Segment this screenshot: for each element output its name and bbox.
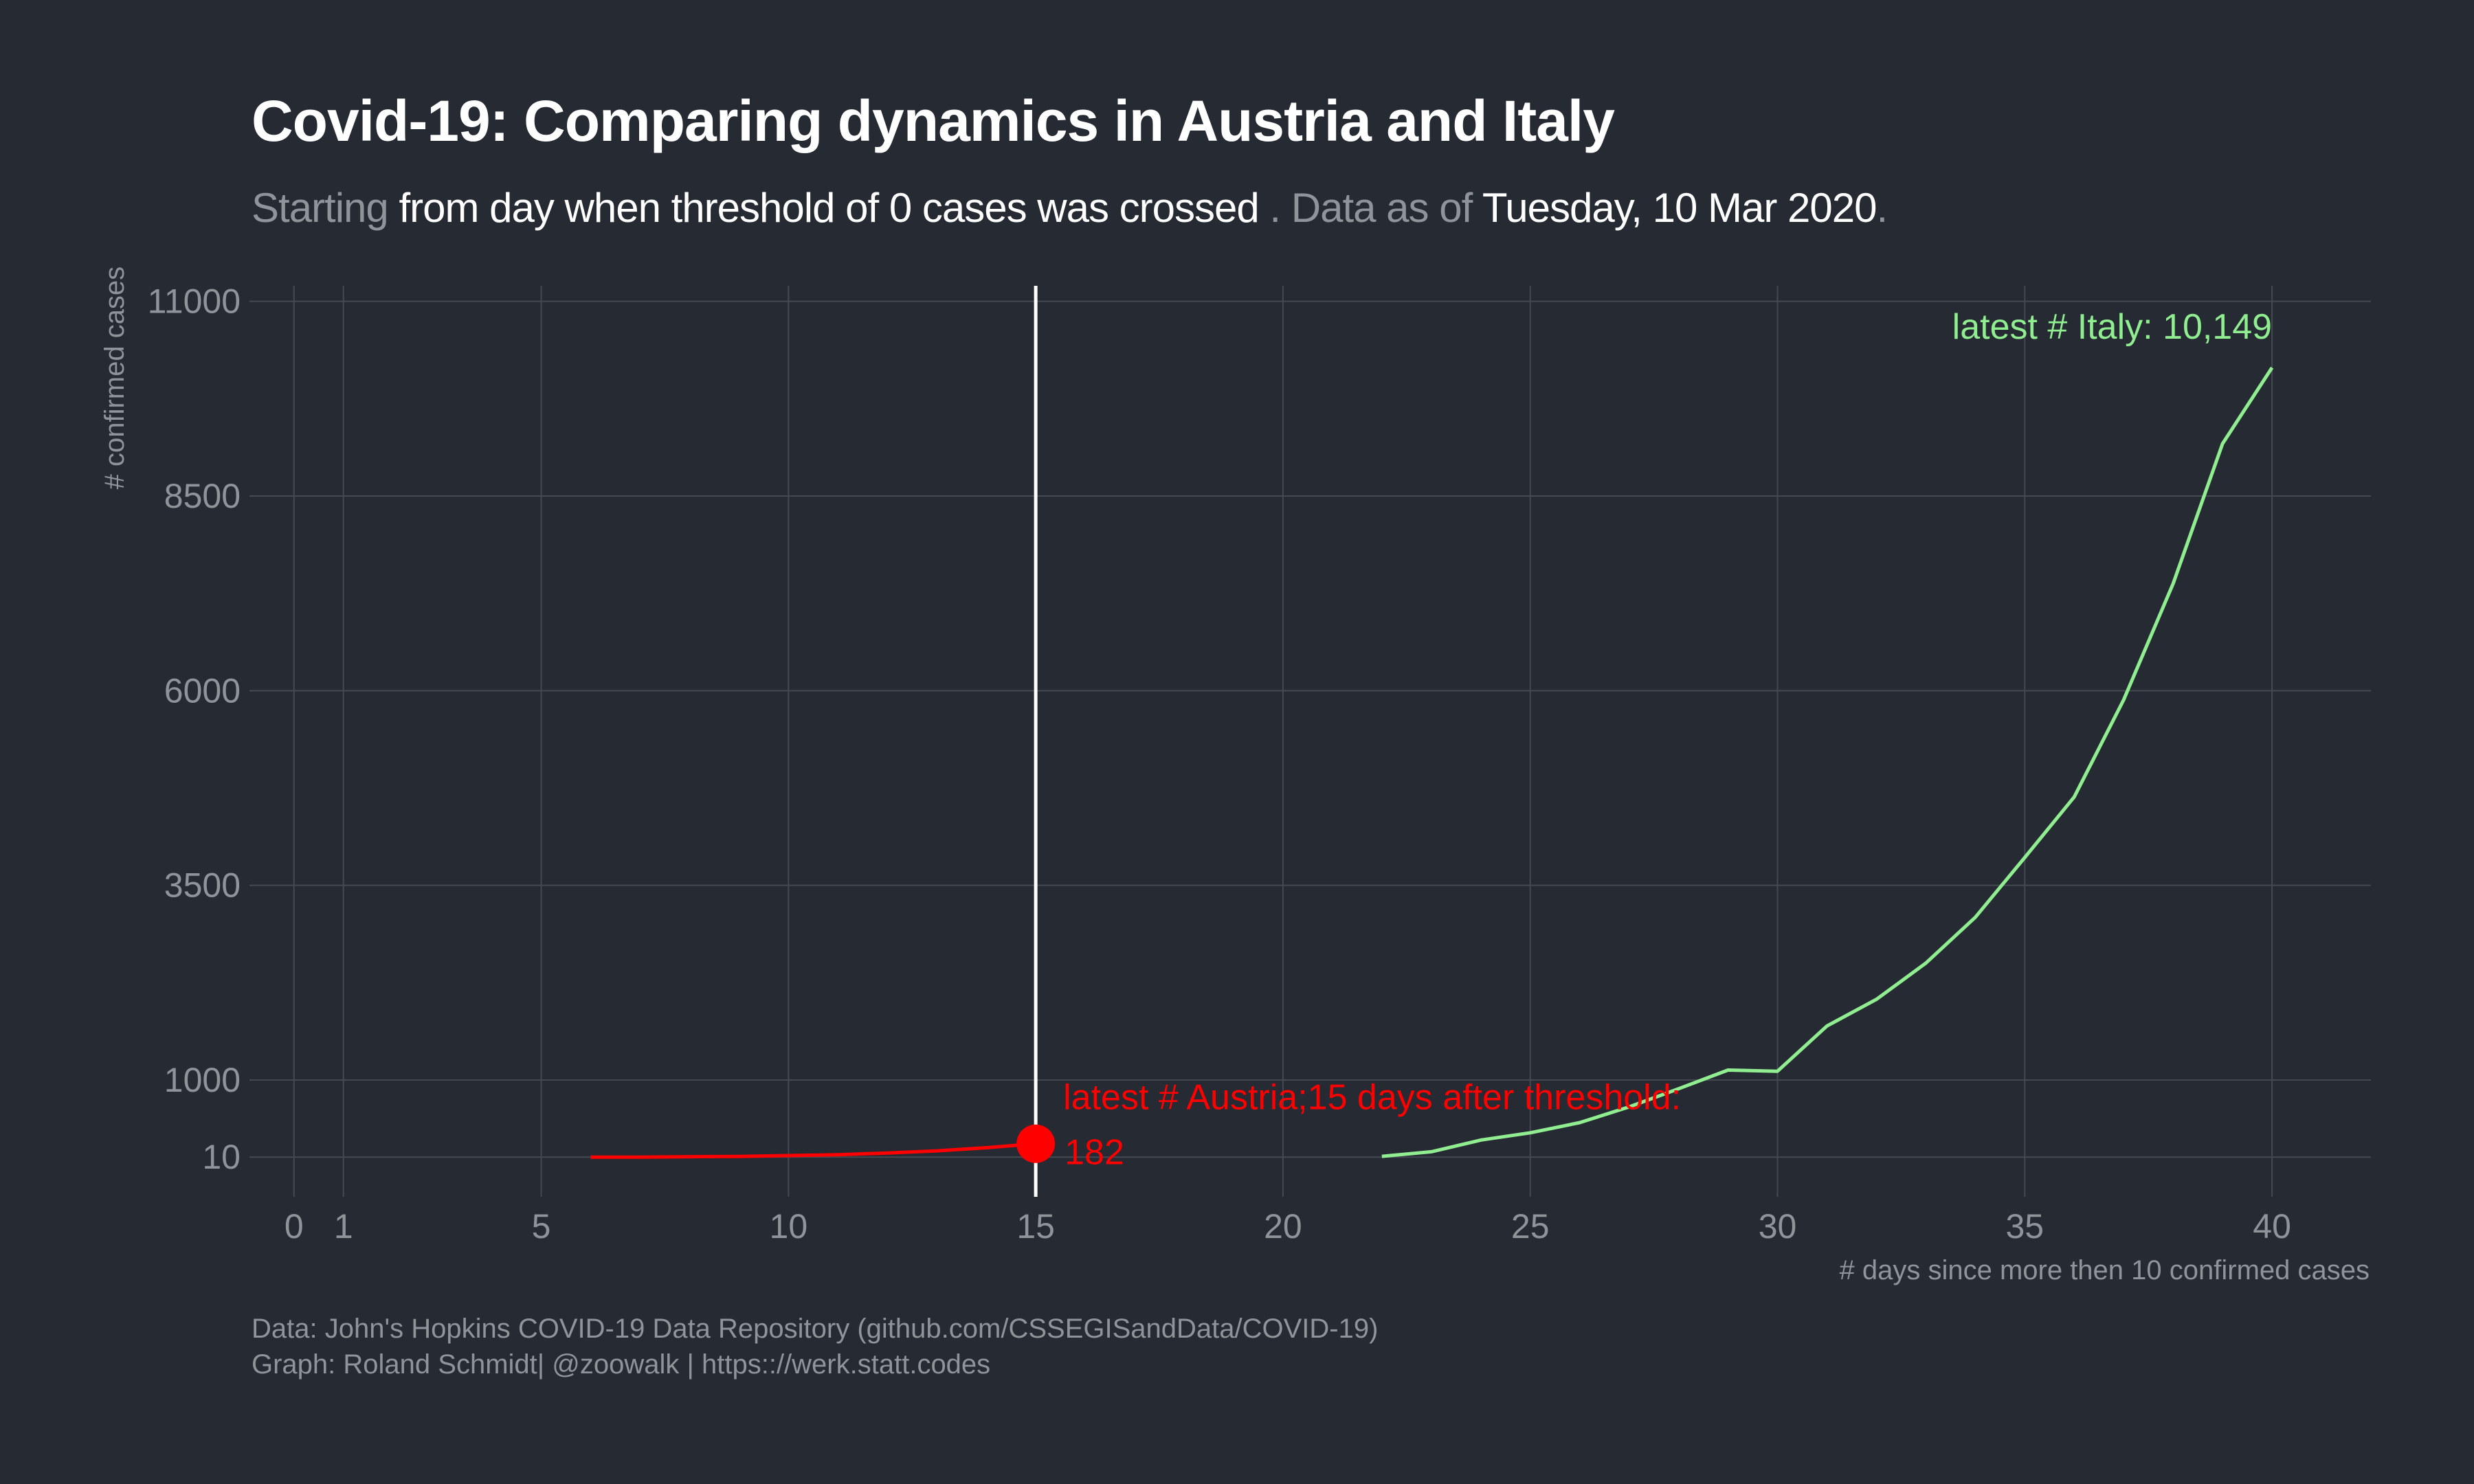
x-tick-label: 10 [770, 1207, 808, 1246]
annotation-layer: latest # Austria;15 days after threshold… [1063, 307, 2272, 1173]
chart-subtitle: Starting from day when threshold of 0 ca… [252, 184, 1888, 232]
y-tick-label: 11000 [148, 282, 241, 321]
y-tick-label: 6000 [164, 671, 241, 710]
y-tick-label: 10 [202, 1138, 241, 1176]
grid-lines [249, 286, 2371, 1197]
subtitle-part2: from day when threshold of 0 cases was c… [399, 185, 1259, 231]
subtitle-part1: Starting [252, 185, 389, 231]
series-line-austria [590, 1142, 1036, 1159]
y-axis-title: # confirmed cases [100, 267, 130, 490]
x-axis-title: # days since more then 10 confirmed case… [1839, 1255, 2370, 1285]
series-layer [590, 286, 2274, 1197]
series-line-italy [1381, 366, 2274, 1158]
subtitle-part5: . [1876, 185, 1888, 231]
y-tick-label: 3500 [164, 866, 241, 905]
italy-annotation-label: latest # Italy: 10,149 [1952, 307, 2272, 347]
austria-annotation-value: 182 [1065, 1133, 1124, 1173]
caption-author: Graph: Roland Schmidt| @zoowalk | https:… [252, 1349, 991, 1380]
x-tick-label: 0 [285, 1207, 304, 1246]
austria-latest-point [1016, 1124, 1056, 1163]
subtitle-part3: . Data as of [1269, 185, 1473, 231]
chart-title: Covid-19: Comparing dynamics in Austria … [252, 89, 1615, 153]
x-tick-label: 5 [532, 1207, 551, 1246]
y-tick-label: 8500 [164, 477, 241, 515]
caption-data-source: Data: John's Hopkins COVID-19 Data Repos… [252, 1314, 1379, 1344]
x-tick-label: 40 [2253, 1207, 2291, 1246]
subtitle-part4: Tuesday, 10 Mar 2020 [1482, 185, 1877, 231]
x-tick-label: 30 [1759, 1207, 1797, 1246]
y-tick-label: 1000 [164, 1061, 241, 1099]
caption: Data: John's Hopkins COVID-19 Data Repos… [252, 1311, 1378, 1382]
x-tick-label: 35 [2005, 1207, 2044, 1246]
x-tick-label: 15 [1016, 1207, 1055, 1246]
x-tick-label: 25 [1511, 1207, 1550, 1246]
x-tick-label: 1 [334, 1207, 353, 1246]
x-tick-label: 20 [1264, 1207, 1302, 1246]
austria-annotation-label: latest # Austria;15 days after threshold… [1063, 1078, 1681, 1118]
